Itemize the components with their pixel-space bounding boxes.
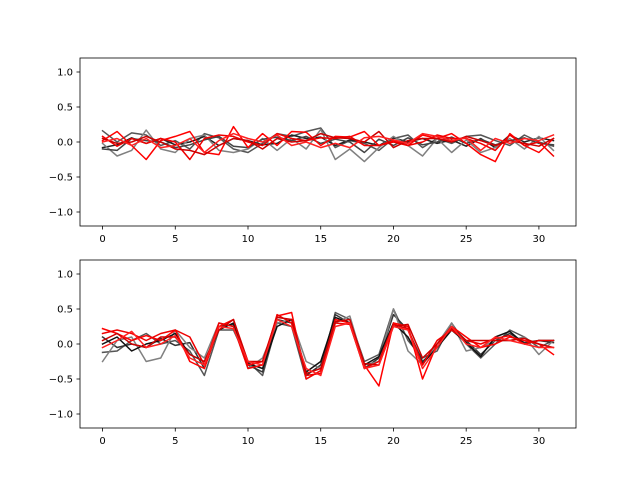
x-tick-label: 30 [533,436,546,447]
x-tick-label: 15 [314,436,327,447]
chart-panel-2: 0 5 10 15 20 25 30 −1.0 −0.5 0.0 0.5 1.0 [49,259,577,447]
x-tick-label: 5 [172,436,178,447]
y-tick-label: 0.5 [57,305,73,316]
y-tick-label: −1.0 [49,208,73,219]
series-line-8 [101,318,555,377]
series-line-8 [101,132,555,154]
series-line-3 [101,128,555,163]
x-tick-label: 25 [460,436,473,447]
chart-panel-1: 0 5 10 15 20 25 30 −1.0 −0.5 0.0 0.5 1.0 [49,57,577,245]
y-tick-label: 1.0 [57,270,73,281]
x-tick-label: 10 [242,234,255,245]
x-tick-label: 0 [99,234,105,245]
x-tick-label: 5 [172,234,178,245]
x-tick-label: 25 [460,234,473,245]
y-tick-label: 1.0 [57,68,73,79]
x-tick-label: 20 [387,436,400,447]
x-tick-label: 30 [533,234,546,245]
y-tick-label: −0.5 [49,173,73,184]
x-tick-label: 20 [387,234,400,245]
series-line-6 [101,313,555,377]
series-line-5 [101,125,555,163]
y-tick-label: −0.5 [49,375,73,386]
x-tick-label: 15 [314,234,327,245]
x-tick-label: 10 [242,436,255,447]
y-tick-label: 0.5 [57,103,73,114]
y-tick-label: 0.0 [57,138,73,149]
y-tick-label: 0.0 [57,340,73,351]
series-line-7 [101,130,555,156]
x-tick-label: 0 [99,436,105,447]
y-tick-label: −1.0 [49,410,73,421]
